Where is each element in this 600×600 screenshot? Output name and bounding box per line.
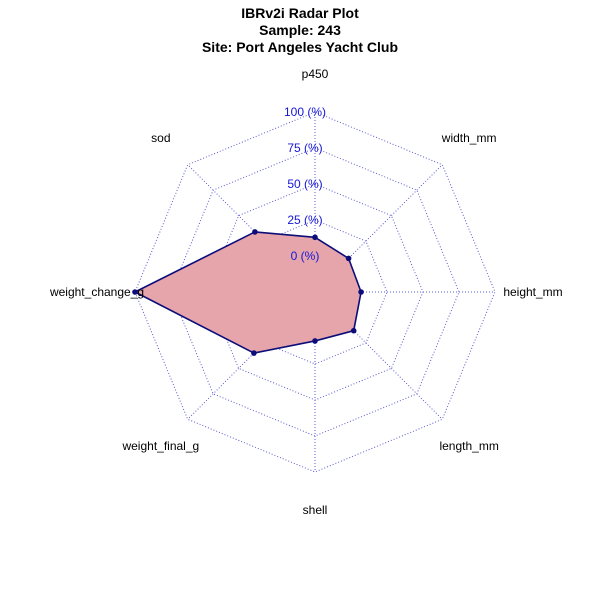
ring-label: 0 (%)	[291, 249, 320, 263]
data-point	[252, 229, 258, 235]
chart-subtitle-sample: Sample: 243	[259, 22, 341, 38]
chart-subtitle-site: Site: Port Angeles Yacht Club	[201, 39, 399, 55]
polygon-layer	[132, 229, 364, 356]
data-point	[251, 350, 257, 356]
data-polygon	[134, 231, 362, 354]
chart-title: IBRv2i Radar Plot	[241, 5, 359, 21]
chart-title-block: IBRv2i Radar Plot Sample: 243 Site: Port…	[0, 5, 600, 56]
axis-label: weight_change_g	[49, 285, 144, 299]
grid-ring	[206, 183, 424, 401]
ring-label: 25 (%)	[287, 213, 322, 227]
data-point	[358, 289, 364, 295]
axis-label: weight_final_g	[121, 439, 199, 453]
axis-label: height_mm	[503, 285, 562, 299]
axis-label: sod	[151, 131, 170, 145]
ring-label-layer: 0 (%) 25 (%) 50 (%) 75 (%) 100 (%)	[284, 105, 326, 263]
ring-label: 100 (%)	[284, 105, 326, 119]
grid-ring	[134, 111, 496, 473]
data-point	[132, 289, 138, 295]
ring-label: 75 (%)	[287, 141, 322, 155]
axis-label: width_mm	[441, 131, 497, 145]
data-point	[345, 255, 352, 262]
axis-label: length_mm	[439, 439, 498, 453]
data-point	[312, 338, 318, 344]
axis-label: p450	[302, 67, 329, 81]
data-point	[312, 234, 318, 241]
axis-label: shell	[303, 503, 328, 517]
data-point	[350, 327, 357, 334]
ring-label: 50 (%)	[287, 177, 322, 191]
